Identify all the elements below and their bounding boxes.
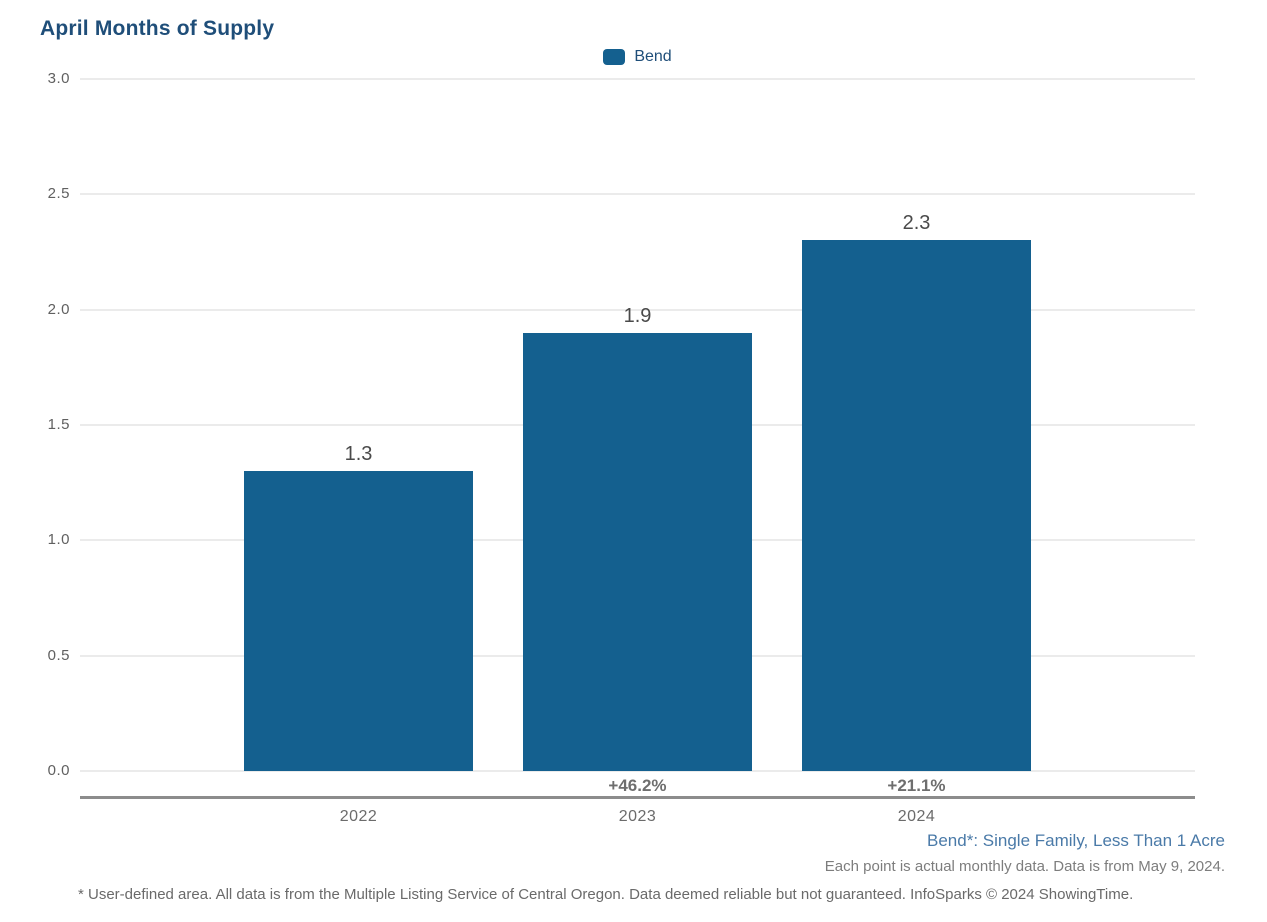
y-tick-label: 2.0 [47,300,70,318]
y-tick-label: 3.0 [47,70,70,87]
bar-2024[interactable] [802,240,1031,771]
gridline [80,78,1195,80]
y-tick-label: 0.0 [47,762,70,779]
footer-series-note: Bend*: Single Family, Less Than 1 Acre [927,831,1225,850]
y-tick-label: 2.5 [47,185,70,203]
bar-2023[interactable] [523,332,752,771]
bar-2022[interactable] [244,471,473,771]
gridline [80,193,1195,196]
gridline [80,308,1195,311]
y-tick-label: 1.5 [47,416,70,433]
legend-label-bend: Bend [634,48,672,65]
x-tick-label-2023: 2023 [618,808,657,825]
footer-disclaimer: * User-defined area. All data is from th… [78,886,1134,903]
bar-value-label: 2.3 [902,212,931,235]
y-tick-label: 1.0 [47,531,70,549]
x-tick-label-2024: 2024 [897,808,936,825]
plot-area: 1.3 1.9 2.3 [80,78,1195,772]
footer-data-note: Each point is actual monthly data. Data … [824,858,1225,875]
x-tick-label-2022: 2022 [339,808,378,825]
y-tick-label: 0.5 [47,646,70,664]
legend: Bend [80,46,1195,68]
bar-value-label: 1.3 [344,443,373,466]
legend-swatch-bend[interactable] [603,49,626,65]
gridline [80,770,1195,772]
bar-value-label: 1.9 [623,304,652,327]
chart-title: April Months of Supply [40,17,275,40]
pct-change-label-2023: +46.2% [608,776,667,795]
pct-change-label-2024: +21.1% [887,776,946,795]
x-axis-line [80,796,1195,799]
